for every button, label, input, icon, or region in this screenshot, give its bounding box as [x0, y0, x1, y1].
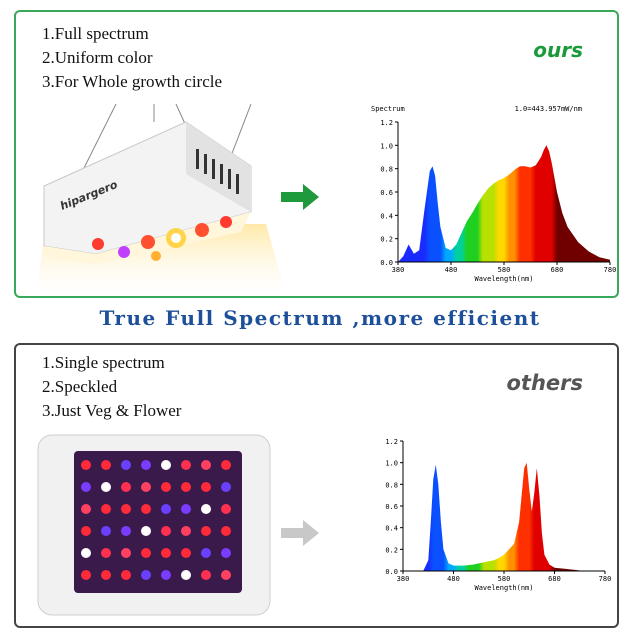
x-tick-label: 680 [551, 266, 564, 274]
y-tick-label: 0.4 [385, 525, 398, 533]
ours-panel: 1.Full spectrum 2.Uniform color 3.For Wh… [14, 10, 619, 298]
others-spectrum-chart: 0.0 0.2 0.4 0.6 0.8 1.0 1.2 380 480 580 680 780 Wave… [385, 438, 611, 592]
x-tick-label: 380 [392, 266, 405, 274]
others-feature-item: 2.Speckled [42, 377, 118, 396]
x-tick-label: 780 [599, 575, 611, 583]
led-dot [121, 460, 131, 470]
y-tick-label: 0.2 [385, 546, 398, 554]
led-dot [141, 482, 151, 492]
led-dot [81, 460, 91, 470]
x-axis-label: Wavelength(nm) [474, 275, 533, 283]
others-feature-list: 1.Single spectrum 2.Speckled 3.Just Veg … [42, 351, 181, 423]
y-tick-label: 1.0 [380, 142, 393, 150]
led-dot [141, 526, 151, 536]
y-tick-label: 1.2 [380, 119, 393, 127]
led-dot [101, 548, 111, 558]
ours-tag: ours [533, 38, 583, 62]
led-dot [101, 504, 111, 514]
led-dot [121, 570, 131, 580]
y-tick-label: 0.0 [385, 568, 398, 576]
gray-arrow-icon [281, 520, 319, 546]
led-dot [181, 570, 191, 580]
led-dot [161, 570, 171, 580]
x-tick-label: 780 [604, 266, 616, 274]
led-dot [121, 526, 131, 536]
ours-feature-item: 1.Full spectrum [42, 24, 149, 43]
ours-feature-item: 2.Uniform color [42, 48, 153, 67]
led-dot [161, 460, 171, 470]
led-dot [141, 570, 151, 580]
y-tick-label: 1.0 [385, 460, 398, 468]
led-dot [221, 526, 231, 536]
x-tick-label: 580 [498, 266, 511, 274]
led-dot [221, 570, 231, 580]
led-dot [181, 482, 191, 492]
green-arrow-icon [281, 184, 319, 210]
led-dot [221, 460, 231, 470]
led-dot [181, 504, 191, 514]
led-dot [81, 526, 91, 536]
led-dot [161, 482, 171, 492]
led-dot [81, 548, 91, 558]
led-dot [201, 526, 211, 536]
x-tick-label: 380 [397, 575, 410, 583]
led-dot [181, 526, 191, 536]
led-dot [141, 460, 151, 470]
led-dot [101, 460, 111, 470]
others-feature-item: 3.Just Veg & Flower [42, 401, 182, 420]
x-tick-label: 480 [445, 266, 458, 274]
led-dot [201, 460, 211, 470]
others-tag: others [506, 371, 583, 395]
spectrum-area [398, 145, 610, 262]
led-dot [201, 504, 211, 514]
led-dot [161, 548, 171, 558]
x-tick-label: 480 [447, 575, 460, 583]
ours-grow-light-image: hipargero [36, 104, 286, 294]
led-dot [221, 504, 231, 514]
x-tick-label: 680 [548, 575, 561, 583]
ours-spectrum-chart: 0.0 0.2 0.4 0.6 0.8 1.0 1.2 380 480 580 680 780 Wave… [371, 105, 616, 283]
led-dot [201, 548, 211, 558]
led-dot [81, 570, 91, 580]
others-panel: 1.Single spectrum 2.Speckled 3.Just Veg … [14, 343, 619, 628]
y-tick-label: 0.6 [380, 189, 393, 197]
chart-annotation: 1.0=443.957mW/nm [515, 105, 582, 113]
led-dot [101, 570, 111, 580]
y-tick-label: 0.0 [380, 259, 393, 267]
y-tick-label: 1.2 [385, 438, 398, 446]
led-dot [181, 460, 191, 470]
led-dot [121, 548, 131, 558]
y-tick-label: 0.8 [380, 166, 393, 174]
y-tick-label: 0.2 [380, 236, 393, 244]
headline: True Full Spectrum ,more efficient [99, 306, 541, 330]
led-dot [161, 526, 171, 536]
y-tick-label: 0.8 [385, 481, 398, 489]
led-dot [121, 482, 131, 492]
led-dot [201, 570, 211, 580]
others-grow-light-image [37, 434, 271, 616]
chart-title: Spectrum [371, 105, 405, 113]
led-dot [121, 504, 131, 514]
ours-feature-list: 1.Full spectrum 2.Uniform color 3.For Wh… [42, 22, 222, 94]
led-dot [101, 482, 111, 492]
led-dot [181, 548, 191, 558]
led-dot [221, 482, 231, 492]
x-axis-label: Wavelength(nm) [474, 584, 533, 592]
led-dot [101, 526, 111, 536]
ours-feature-item: 3.For Whole growth circle [42, 72, 223, 91]
y-tick-label: 0.4 [380, 212, 393, 220]
spectrum-area [403, 462, 605, 571]
led-dot [141, 504, 151, 514]
x-tick-label: 580 [498, 575, 511, 583]
led-dot [141, 548, 151, 558]
led-dot [161, 504, 171, 514]
others-feature-item: 1.Single spectrum [42, 353, 165, 372]
y-tick-label: 0.6 [385, 503, 398, 511]
led-dot [201, 482, 211, 492]
led-dot [81, 504, 91, 514]
led-dot [221, 548, 231, 558]
led-dot [81, 482, 91, 492]
